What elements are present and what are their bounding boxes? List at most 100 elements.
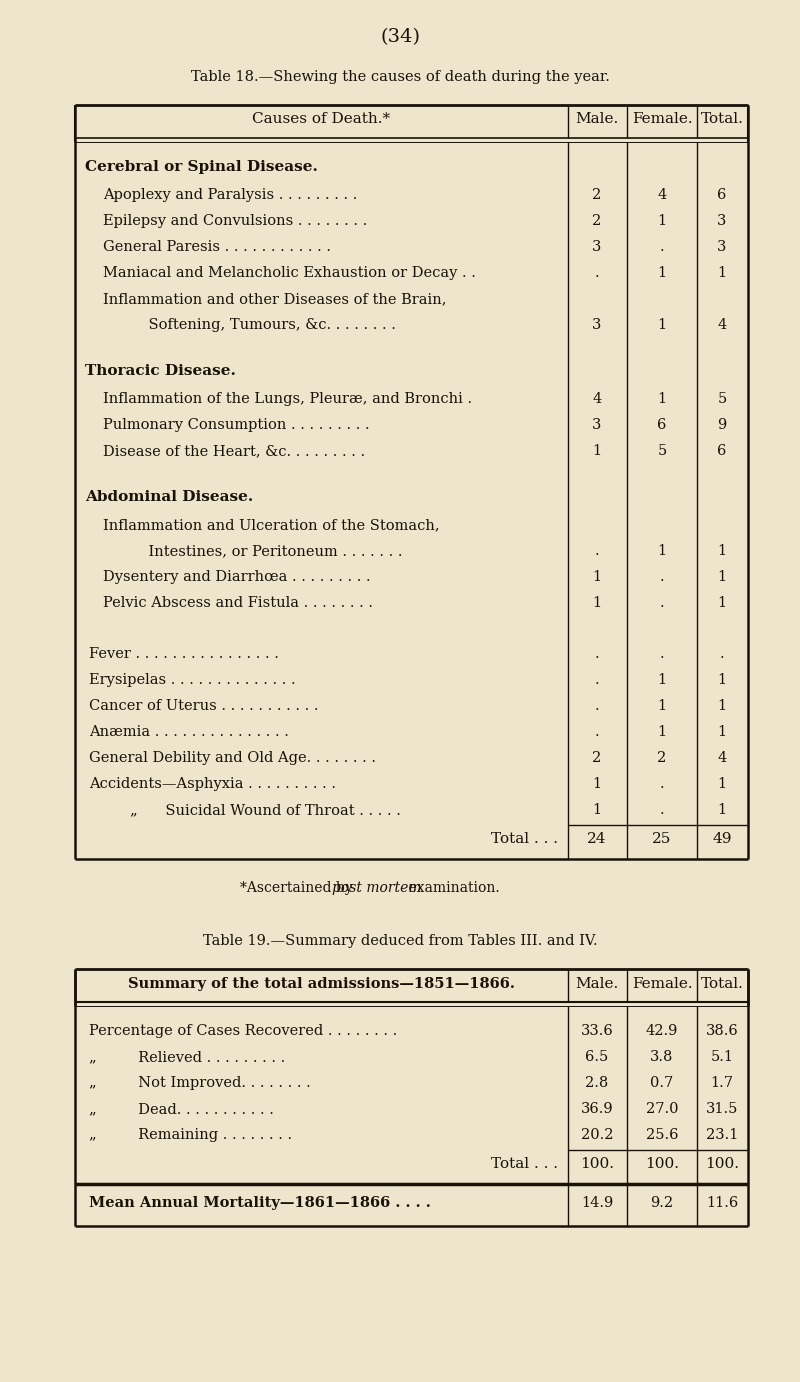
Text: Softening, Tumours, &c. . . . . . . .: Softening, Tumours, &c. . . . . . . . — [130, 318, 396, 332]
Text: Thoracic Disease.: Thoracic Disease. — [85, 363, 236, 379]
Text: 9: 9 — [718, 417, 726, 433]
Text: Cerebral or Spinal Disease.: Cerebral or Spinal Disease. — [85, 160, 318, 174]
Text: 20.2: 20.2 — [581, 1128, 614, 1142]
Text: 5: 5 — [718, 392, 726, 406]
Text: .: . — [594, 673, 599, 687]
Text: „         Relieved . . . . . . . . .: „ Relieved . . . . . . . . . — [89, 1050, 286, 1064]
Text: „         Dead. . . . . . . . . . .: „ Dead. . . . . . . . . . . — [89, 1101, 274, 1117]
Text: .: . — [594, 647, 599, 661]
Text: Table 19.—Summary deduced from Tables III. and IV.: Table 19.—Summary deduced from Tables II… — [202, 934, 598, 948]
Text: 33.6: 33.6 — [581, 1024, 614, 1038]
Text: General Paresis . . . . . . . . . . . .: General Paresis . . . . . . . . . . . . — [103, 240, 331, 254]
Text: 2: 2 — [592, 214, 602, 228]
Text: 1.7: 1.7 — [710, 1077, 734, 1090]
Text: Abdominal Disease.: Abdominal Disease. — [85, 491, 254, 504]
Text: 1: 1 — [718, 545, 726, 558]
Text: Inflammation of the Lungs, Pleuræ, and Bronchi .: Inflammation of the Lungs, Pleuræ, and B… — [103, 392, 472, 406]
Text: 2: 2 — [592, 750, 602, 766]
Text: .: . — [660, 569, 664, 585]
Text: 1: 1 — [593, 569, 602, 585]
Text: .: . — [660, 240, 664, 254]
Text: Cancer of Uterus . . . . . . . . . . .: Cancer of Uterus . . . . . . . . . . . — [89, 699, 318, 713]
Text: Female.: Female. — [632, 977, 692, 991]
Text: Maniacal and Melancholic Exhaustion or Decay . .: Maniacal and Melancholic Exhaustion or D… — [103, 265, 476, 281]
Text: Inflammation and other Diseases of the Brain,: Inflammation and other Diseases of the B… — [103, 292, 446, 305]
Text: 5: 5 — [658, 444, 666, 457]
Text: Female.: Female. — [632, 112, 692, 126]
Text: 6: 6 — [658, 417, 666, 433]
Text: post mortem: post mortem — [332, 880, 422, 896]
Text: 3: 3 — [718, 240, 726, 254]
Text: 4: 4 — [592, 392, 602, 406]
Text: 6.5: 6.5 — [586, 1050, 609, 1064]
Text: 100.: 100. — [705, 1157, 739, 1171]
Text: Percentage of Cases Recovered . . . . . . . .: Percentage of Cases Recovered . . . . . … — [89, 1024, 398, 1038]
Text: 100.: 100. — [580, 1157, 614, 1171]
Text: Inflammation and Ulceration of the Stomach,: Inflammation and Ulceration of the Stoma… — [103, 518, 440, 532]
Text: 4: 4 — [718, 318, 726, 332]
Text: 1: 1 — [718, 726, 726, 739]
Text: 1: 1 — [593, 596, 602, 609]
Text: 6: 6 — [718, 188, 726, 202]
Text: .: . — [660, 596, 664, 609]
Text: .: . — [720, 647, 724, 661]
Text: Pulmonary Consumption . . . . . . . . .: Pulmonary Consumption . . . . . . . . . — [103, 417, 370, 433]
Text: General Debility and Old Age. . . . . . . .: General Debility and Old Age. . . . . . … — [89, 750, 376, 766]
Text: 27.0: 27.0 — [646, 1101, 678, 1117]
Text: .: . — [660, 647, 664, 661]
Text: 3.8: 3.8 — [650, 1050, 674, 1064]
Text: 1: 1 — [593, 444, 602, 457]
Text: 1: 1 — [718, 596, 726, 609]
Text: 25: 25 — [652, 832, 672, 846]
Text: 2: 2 — [592, 188, 602, 202]
Text: .: . — [594, 265, 599, 281]
Text: .: . — [594, 726, 599, 739]
Text: 1: 1 — [593, 777, 602, 791]
Text: Disease of the Heart, &c. . . . . . . . .: Disease of the Heart, &c. . . . . . . . … — [103, 444, 365, 457]
Text: „         Remaining . . . . . . . .: „ Remaining . . . . . . . . — [89, 1128, 292, 1142]
Text: Intestines, or Peritoneum . . . . . . .: Intestines, or Peritoneum . . . . . . . — [130, 545, 402, 558]
Text: 1: 1 — [658, 673, 666, 687]
Text: (34): (34) — [380, 28, 420, 46]
Text: 1: 1 — [658, 265, 666, 281]
Text: 31.5: 31.5 — [706, 1101, 738, 1117]
Text: 1: 1 — [718, 673, 726, 687]
Text: 4: 4 — [658, 188, 666, 202]
Text: 3: 3 — [592, 318, 602, 332]
Text: 9.2: 9.2 — [650, 1195, 674, 1211]
Text: 1: 1 — [593, 803, 602, 817]
Text: 1: 1 — [658, 392, 666, 406]
Text: Male.: Male. — [575, 977, 618, 991]
Text: 25.6: 25.6 — [646, 1128, 678, 1142]
Text: Accidents—Asphyxia . . . . . . . . . .: Accidents—Asphyxia . . . . . . . . . . — [89, 777, 336, 791]
Text: 1: 1 — [718, 803, 726, 817]
Text: 6: 6 — [718, 444, 726, 457]
Text: 1: 1 — [718, 265, 726, 281]
Text: Summary of the total admissions—1851—1866.: Summary of the total admissions—1851—186… — [128, 977, 515, 991]
Text: .: . — [594, 699, 599, 713]
Text: 38.6: 38.6 — [706, 1024, 738, 1038]
Text: 3: 3 — [592, 417, 602, 433]
Text: Male.: Male. — [575, 112, 618, 126]
Text: 1: 1 — [718, 777, 726, 791]
Text: Fever . . . . . . . . . . . . . . . .: Fever . . . . . . . . . . . . . . . . — [89, 647, 279, 661]
Text: 1: 1 — [658, 545, 666, 558]
Text: Table 18.—Shewing the causes of death during the year.: Table 18.—Shewing the causes of death du… — [190, 70, 610, 84]
Text: Causes of Death.*: Causes of Death.* — [253, 112, 390, 126]
Text: 1: 1 — [718, 569, 726, 585]
Text: 4: 4 — [718, 750, 726, 766]
Text: Total . . .: Total . . . — [491, 832, 558, 846]
Text: 14.9: 14.9 — [581, 1195, 613, 1211]
Text: Erysipelas . . . . . . . . . . . . . .: Erysipelas . . . . . . . . . . . . . . — [89, 673, 296, 687]
Text: 36.9: 36.9 — [581, 1101, 614, 1117]
Text: .: . — [660, 777, 664, 791]
Text: Total.: Total. — [701, 977, 743, 991]
Text: .: . — [660, 803, 664, 817]
Text: 23.1: 23.1 — [706, 1128, 738, 1142]
Text: 3: 3 — [592, 240, 602, 254]
Text: „      Suicidal Wound of Throat . . . . .: „ Suicidal Wound of Throat . . . . . — [130, 803, 401, 817]
Text: 0.7: 0.7 — [650, 1077, 674, 1090]
Text: 1: 1 — [658, 318, 666, 332]
Text: 3: 3 — [718, 214, 726, 228]
Text: 49: 49 — [712, 832, 732, 846]
